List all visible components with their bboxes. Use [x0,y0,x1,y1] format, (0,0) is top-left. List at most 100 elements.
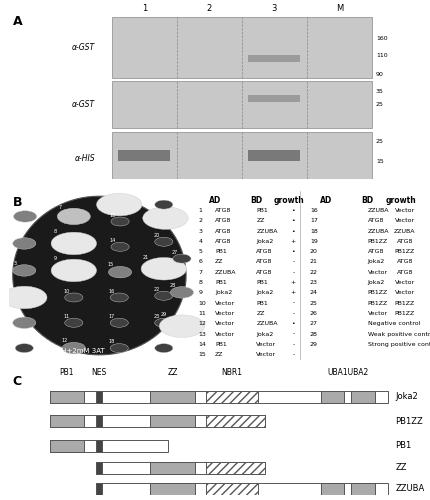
Ellipse shape [65,293,83,302]
Text: Joka2: Joka2 [256,332,273,336]
Text: Negative control: Negative control [368,322,420,326]
FancyBboxPatch shape [112,17,372,78]
Text: -: - [292,300,295,306]
Polygon shape [13,196,186,355]
Text: Vector: Vector [256,352,276,357]
Text: Weak positive control: Weak positive control [368,332,430,336]
Ellipse shape [155,344,173,352]
Text: 24: 24 [310,290,318,296]
Text: PB1ZZ: PB1ZZ [395,249,415,254]
Text: ATG8: ATG8 [215,208,231,213]
Ellipse shape [13,264,36,276]
Text: α-GST: α-GST [72,42,95,51]
Ellipse shape [13,238,36,249]
Text: 20: 20 [154,233,160,238]
Text: 27: 27 [172,250,178,255]
Text: α-GST: α-GST [72,100,95,109]
Text: PB1: PB1 [59,368,74,377]
Ellipse shape [110,293,128,302]
Text: ATG8: ATG8 [256,270,273,275]
Text: ZZ: ZZ [256,218,265,224]
Text: 25: 25 [376,139,384,144]
Text: 10: 10 [64,289,70,294]
Text: 13: 13 [199,332,206,336]
Text: 18: 18 [109,340,115,344]
Ellipse shape [2,286,47,308]
Ellipse shape [111,217,129,226]
Text: -: - [292,332,295,336]
Text: B: B [13,196,22,209]
FancyBboxPatch shape [206,482,258,495]
Text: +: + [291,280,296,285]
Text: ZZUBA: ZZUBA [256,322,278,326]
Text: 2: 2 [13,234,17,239]
Text: growth: growth [385,196,416,205]
Text: 25: 25 [310,300,318,306]
Text: UBA1UBA2: UBA1UBA2 [327,368,369,377]
Text: Vector: Vector [395,280,415,285]
FancyBboxPatch shape [118,150,170,162]
Ellipse shape [170,286,194,298]
Text: Joka2: Joka2 [256,290,273,296]
Text: 25: 25 [98,190,104,196]
Text: -: - [292,352,295,357]
Text: 8: 8 [199,280,203,285]
Text: Vector: Vector [215,300,235,306]
Ellipse shape [159,315,205,338]
Text: PB1ZZ: PB1ZZ [368,290,388,296]
Text: PB1: PB1 [215,280,227,285]
Text: 12: 12 [199,322,206,326]
Text: 90: 90 [376,72,384,76]
Text: Vector: Vector [215,322,235,326]
FancyBboxPatch shape [206,462,265,474]
Text: 11: 11 [199,311,206,316]
Text: C: C [13,374,22,388]
FancyBboxPatch shape [95,462,102,474]
Text: 29: 29 [161,312,167,317]
FancyBboxPatch shape [95,390,102,403]
Text: 7: 7 [199,270,203,275]
Text: Vector: Vector [368,311,388,316]
Text: A: A [13,15,22,28]
FancyBboxPatch shape [95,482,388,495]
Text: 15: 15 [376,160,384,164]
Text: BD: BD [250,196,262,205]
Text: •: • [292,249,295,254]
Ellipse shape [111,242,129,252]
Text: 10: 10 [199,300,206,306]
FancyBboxPatch shape [50,440,84,452]
Text: ZZUBA: ZZUBA [368,208,389,213]
Text: +: + [291,290,296,296]
Text: 26: 26 [154,196,160,201]
Text: •: • [292,322,295,326]
Ellipse shape [173,254,191,263]
Text: 6: 6 [15,340,18,344]
Text: 9: 9 [199,290,203,296]
Text: 4: 4 [5,284,8,288]
Text: ATG8: ATG8 [215,218,231,224]
Text: -: - [292,342,295,347]
Ellipse shape [141,258,187,280]
Text: 21: 21 [310,260,318,264]
Text: 28: 28 [169,282,176,288]
Text: 17: 17 [109,314,115,319]
Text: AD: AD [209,196,221,205]
Text: 3: 3 [199,228,203,234]
FancyBboxPatch shape [112,132,372,186]
FancyBboxPatch shape [321,482,344,495]
FancyBboxPatch shape [95,440,102,452]
Ellipse shape [96,194,142,216]
Ellipse shape [108,266,132,278]
Text: PB1ZZ: PB1ZZ [368,239,388,244]
Text: •: • [292,208,295,213]
FancyBboxPatch shape [112,81,372,128]
Text: 12: 12 [61,338,68,344]
Ellipse shape [155,292,173,300]
FancyBboxPatch shape [150,482,195,495]
Text: Vector: Vector [256,342,276,347]
Text: PB1ZZ: PB1ZZ [368,300,388,306]
FancyBboxPatch shape [249,95,300,102]
Text: 22: 22 [154,287,160,292]
Text: 26: 26 [310,311,318,316]
Text: 35: 35 [376,88,384,94]
